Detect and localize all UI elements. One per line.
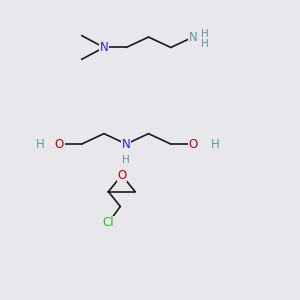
- Text: Cl: Cl: [103, 216, 114, 229]
- Text: N: N: [122, 138, 130, 151]
- Text: H: H: [200, 40, 208, 50]
- Text: H: H: [200, 29, 208, 39]
- Text: H: H: [122, 155, 130, 165]
- Text: N: N: [189, 31, 197, 44]
- Text: H: H: [211, 138, 220, 151]
- Text: H: H: [36, 138, 44, 151]
- Text: O: O: [117, 169, 126, 182]
- Text: O: O: [55, 138, 64, 151]
- Text: N: N: [100, 41, 108, 54]
- Text: O: O: [188, 138, 198, 151]
